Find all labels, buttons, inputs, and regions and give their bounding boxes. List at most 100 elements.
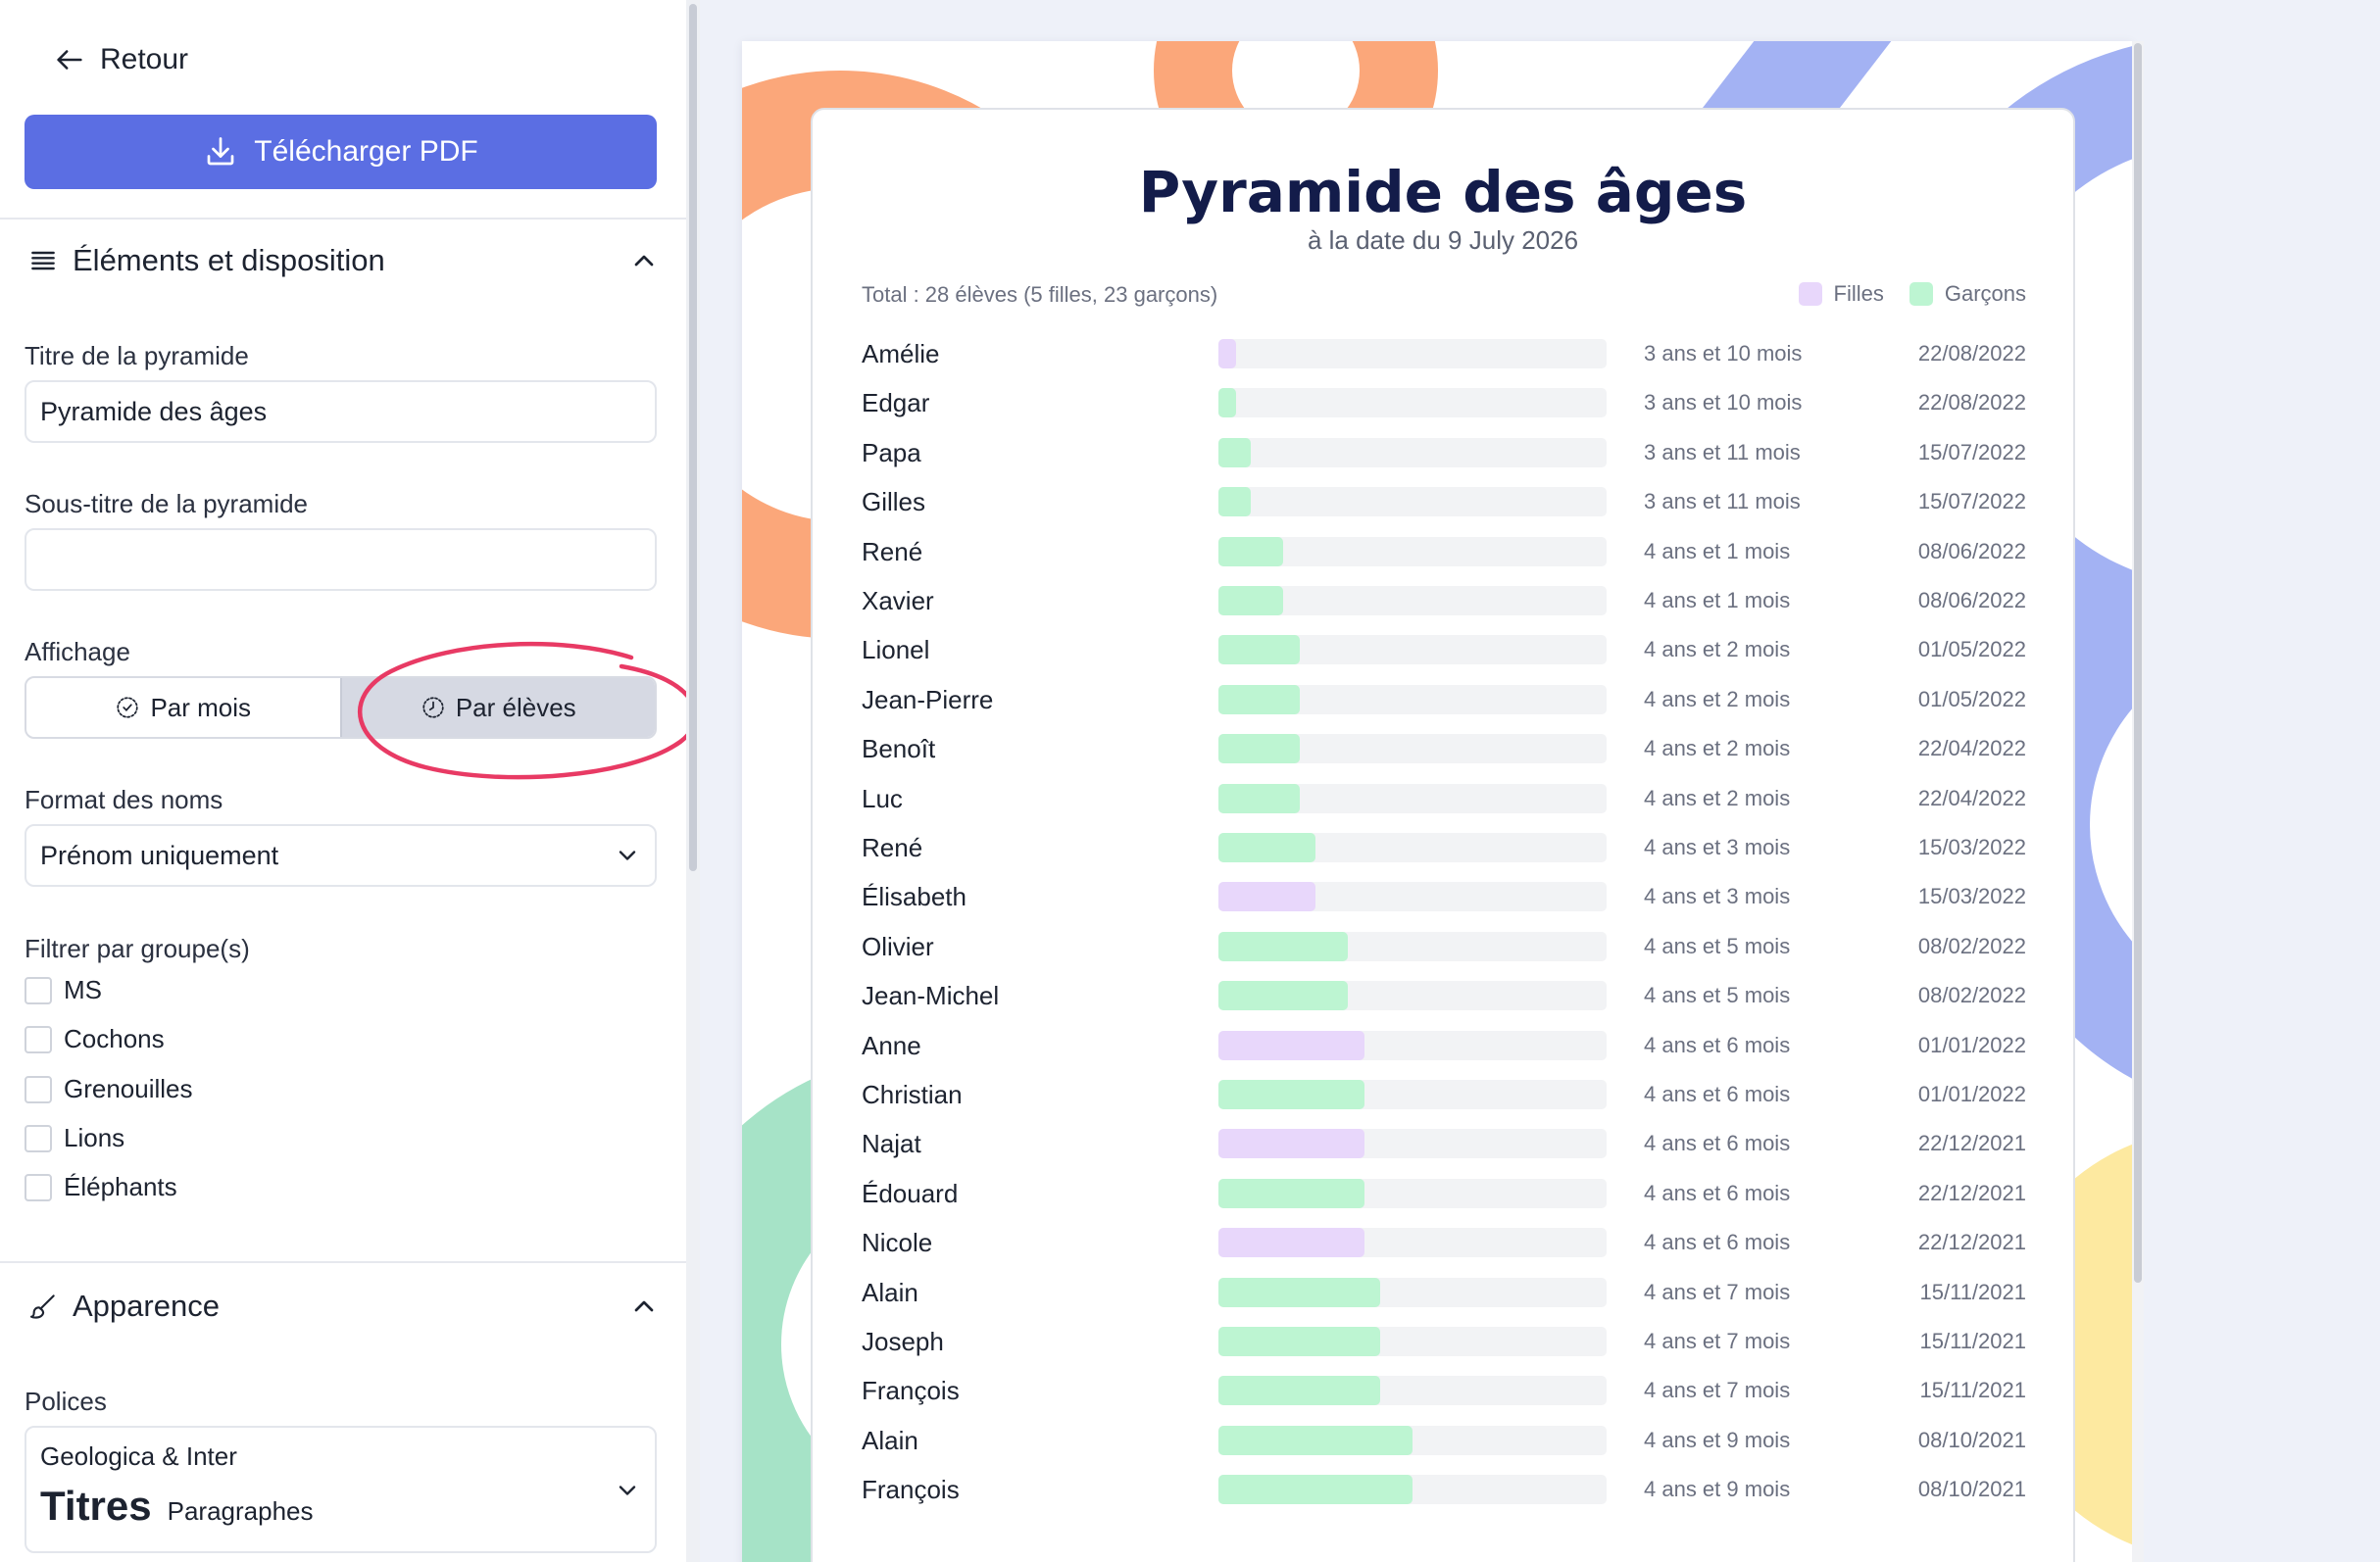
pyramid-row: Alain 4 ans et 9 mois 08/10/2021 (813, 1416, 2073, 1465)
legend-swatch-boys (1909, 282, 1933, 306)
section-appearance-title: Apparence (73, 1289, 220, 1323)
title-field-label: Titre de la pyramide (25, 341, 249, 370)
age-bar-track (1218, 1129, 1607, 1159)
student-age: 4 ans et 7 mois (1644, 1378, 1791, 1403)
student-name: François (862, 1475, 960, 1505)
group-label: MS (64, 975, 102, 1004)
legend-swatch-girls (1798, 282, 1822, 306)
name-format-value: Prénom uniquement (40, 840, 279, 870)
student-age: 4 ans et 2 mois (1644, 637, 1791, 662)
student-age: 4 ans et 5 mois (1644, 933, 1791, 958)
display-by-month-option[interactable]: Par mois (26, 678, 340, 737)
section-layout-title: Éléments et disposition (73, 243, 385, 277)
age-bar-track (1218, 734, 1607, 764)
student-name: Amélie (862, 339, 940, 368)
student-age: 4 ans et 2 mois (1644, 785, 1791, 810)
student-age: 4 ans et 7 mois (1644, 1279, 1791, 1304)
chevron-down-icon (619, 851, 636, 860)
section-appearance-header[interactable]: Apparence (27, 1289, 660, 1324)
student-birthdate: 08/06/2022 (1917, 538, 2026, 563)
pyramid-row: Jean-Pierre 4 ans et 2 mois 01/05/2022 (813, 675, 2073, 724)
student-name: Xavier (862, 586, 934, 615)
student-age: 4 ans et 9 mois (1644, 1477, 1791, 1502)
student-age: 4 ans et 6 mois (1644, 1082, 1791, 1106)
back-link[interactable]: Retour (53, 43, 188, 76)
legend-label-girls: Filles (1833, 281, 1884, 306)
age-bar-track (1218, 586, 1607, 615)
pyramid-row: René 4 ans et 3 mois 15/03/2022 (813, 823, 2073, 872)
pyramid-row: Jean-Michel 4 ans et 5 mois 08/02/2022 (813, 971, 2073, 1020)
fonts-value: Geologica & Inter (40, 1441, 237, 1471)
display-by-student-option[interactable]: Par élèves (339, 678, 655, 737)
student-name: Najat (862, 1129, 921, 1159)
age-bar-track (1218, 1030, 1607, 1060)
preview-scrollbar[interactable] (2132, 41, 2144, 1562)
age-bar (1218, 1080, 1364, 1109)
group-checkbox-lions[interactable]: Lions (25, 1123, 124, 1153)
chevron-down-icon (619, 1486, 636, 1495)
age-bar (1218, 586, 1283, 615)
student-name: Papa (862, 437, 921, 467)
student-name: Benoît (862, 734, 936, 764)
student-birthdate: 22/04/2022 (1917, 785, 2026, 810)
age-bar (1218, 1277, 1380, 1307)
student-age: 4 ans et 3 mois (1644, 884, 1791, 909)
group-checkbox-grenouilles[interactable]: Grenouilles (25, 1074, 193, 1104)
pyramid-row: Luc 4 ans et 2 mois 22/04/2022 (813, 774, 2073, 823)
group-label: Cochons (64, 1024, 165, 1053)
group-checkbox-elephants[interactable]: Éléphants (25, 1172, 177, 1202)
age-bar (1218, 1376, 1380, 1406)
checkbox[interactable] (25, 1173, 52, 1201)
chevron-up-icon[interactable] (628, 245, 660, 276)
age-bar-track (1218, 931, 1607, 961)
arrow-left-icon (57, 50, 82, 70)
age-bar (1218, 339, 1236, 368)
title-input[interactable] (25, 380, 657, 443)
list-icon (31, 251, 55, 270)
student-age: 4 ans et 1 mois (1644, 588, 1791, 612)
download-pdf-button[interactable]: Télécharger PDF (25, 115, 657, 189)
chevron-up-icon[interactable] (628, 1291, 660, 1322)
group-checkbox-cochons[interactable]: Cochons (25, 1024, 165, 1054)
sidebar-scrollbar-thumb[interactable] (689, 4, 697, 871)
pyramid-row: Joseph 4 ans et 7 mois 15/11/2021 (813, 1317, 2073, 1366)
checkbox[interactable] (25, 976, 52, 1004)
clock-check-icon (117, 697, 139, 718)
pyramid-row: François 4 ans et 9 mois 08/10/2021 (813, 1465, 2073, 1514)
checkbox[interactable] (25, 1025, 52, 1053)
groups-filter-label: Filtrer par groupe(s) (25, 934, 250, 963)
age-bar (1218, 388, 1236, 418)
student-birthdate: 15/07/2022 (1917, 489, 2026, 514)
age-bar-track (1218, 388, 1607, 418)
preview-scrollbar-thumb[interactable] (2134, 43, 2142, 1283)
subtitle-input[interactable] (25, 528, 657, 591)
fonts-select[interactable]: Geologica & Inter Titres Paragraphes (25, 1426, 657, 1553)
student-age: 4 ans et 5 mois (1644, 983, 1791, 1008)
age-bar-track (1218, 981, 1607, 1011)
student-name: Jean-Pierre (862, 684, 994, 714)
age-bar-track (1218, 1327, 1607, 1356)
sidebar-scrollbar[interactable] (686, 0, 700, 1562)
student-name: Anne (862, 1030, 921, 1060)
student-age: 3 ans et 11 mois (1644, 489, 1801, 514)
age-bar-track (1218, 1277, 1607, 1307)
name-format-select[interactable]: Prénom uniquement (25, 824, 657, 887)
student-age: 4 ans et 7 mois (1644, 1329, 1791, 1353)
clock-icon (422, 697, 444, 718)
checkbox[interactable] (25, 1124, 52, 1152)
age-bar (1218, 1030, 1364, 1060)
student-birthdate: 15/07/2022 (1917, 439, 2026, 464)
section-layout-header[interactable]: Éléments et disposition (27, 243, 660, 278)
group-checkbox-ms[interactable]: MS (25, 975, 102, 1005)
pyramid-row: Benoît 4 ans et 2 mois 22/04/2022 (813, 724, 2073, 773)
pyramid-row: François 4 ans et 7 mois 15/11/2021 (813, 1366, 2073, 1415)
age-bar-track (1218, 1425, 1607, 1455)
student-birthdate: 01/01/2022 (1917, 1082, 2026, 1106)
pyramid-card: Pyramide des âges à la date du 9 July 20… (811, 108, 2075, 1562)
checkbox[interactable] (25, 1075, 52, 1103)
student-name: Alain (862, 1277, 918, 1307)
pyramid-title: Pyramide des âges (1138, 159, 1748, 225)
age-bar (1218, 487, 1251, 517)
age-bar (1218, 783, 1300, 813)
age-bar (1218, 1475, 1413, 1505)
